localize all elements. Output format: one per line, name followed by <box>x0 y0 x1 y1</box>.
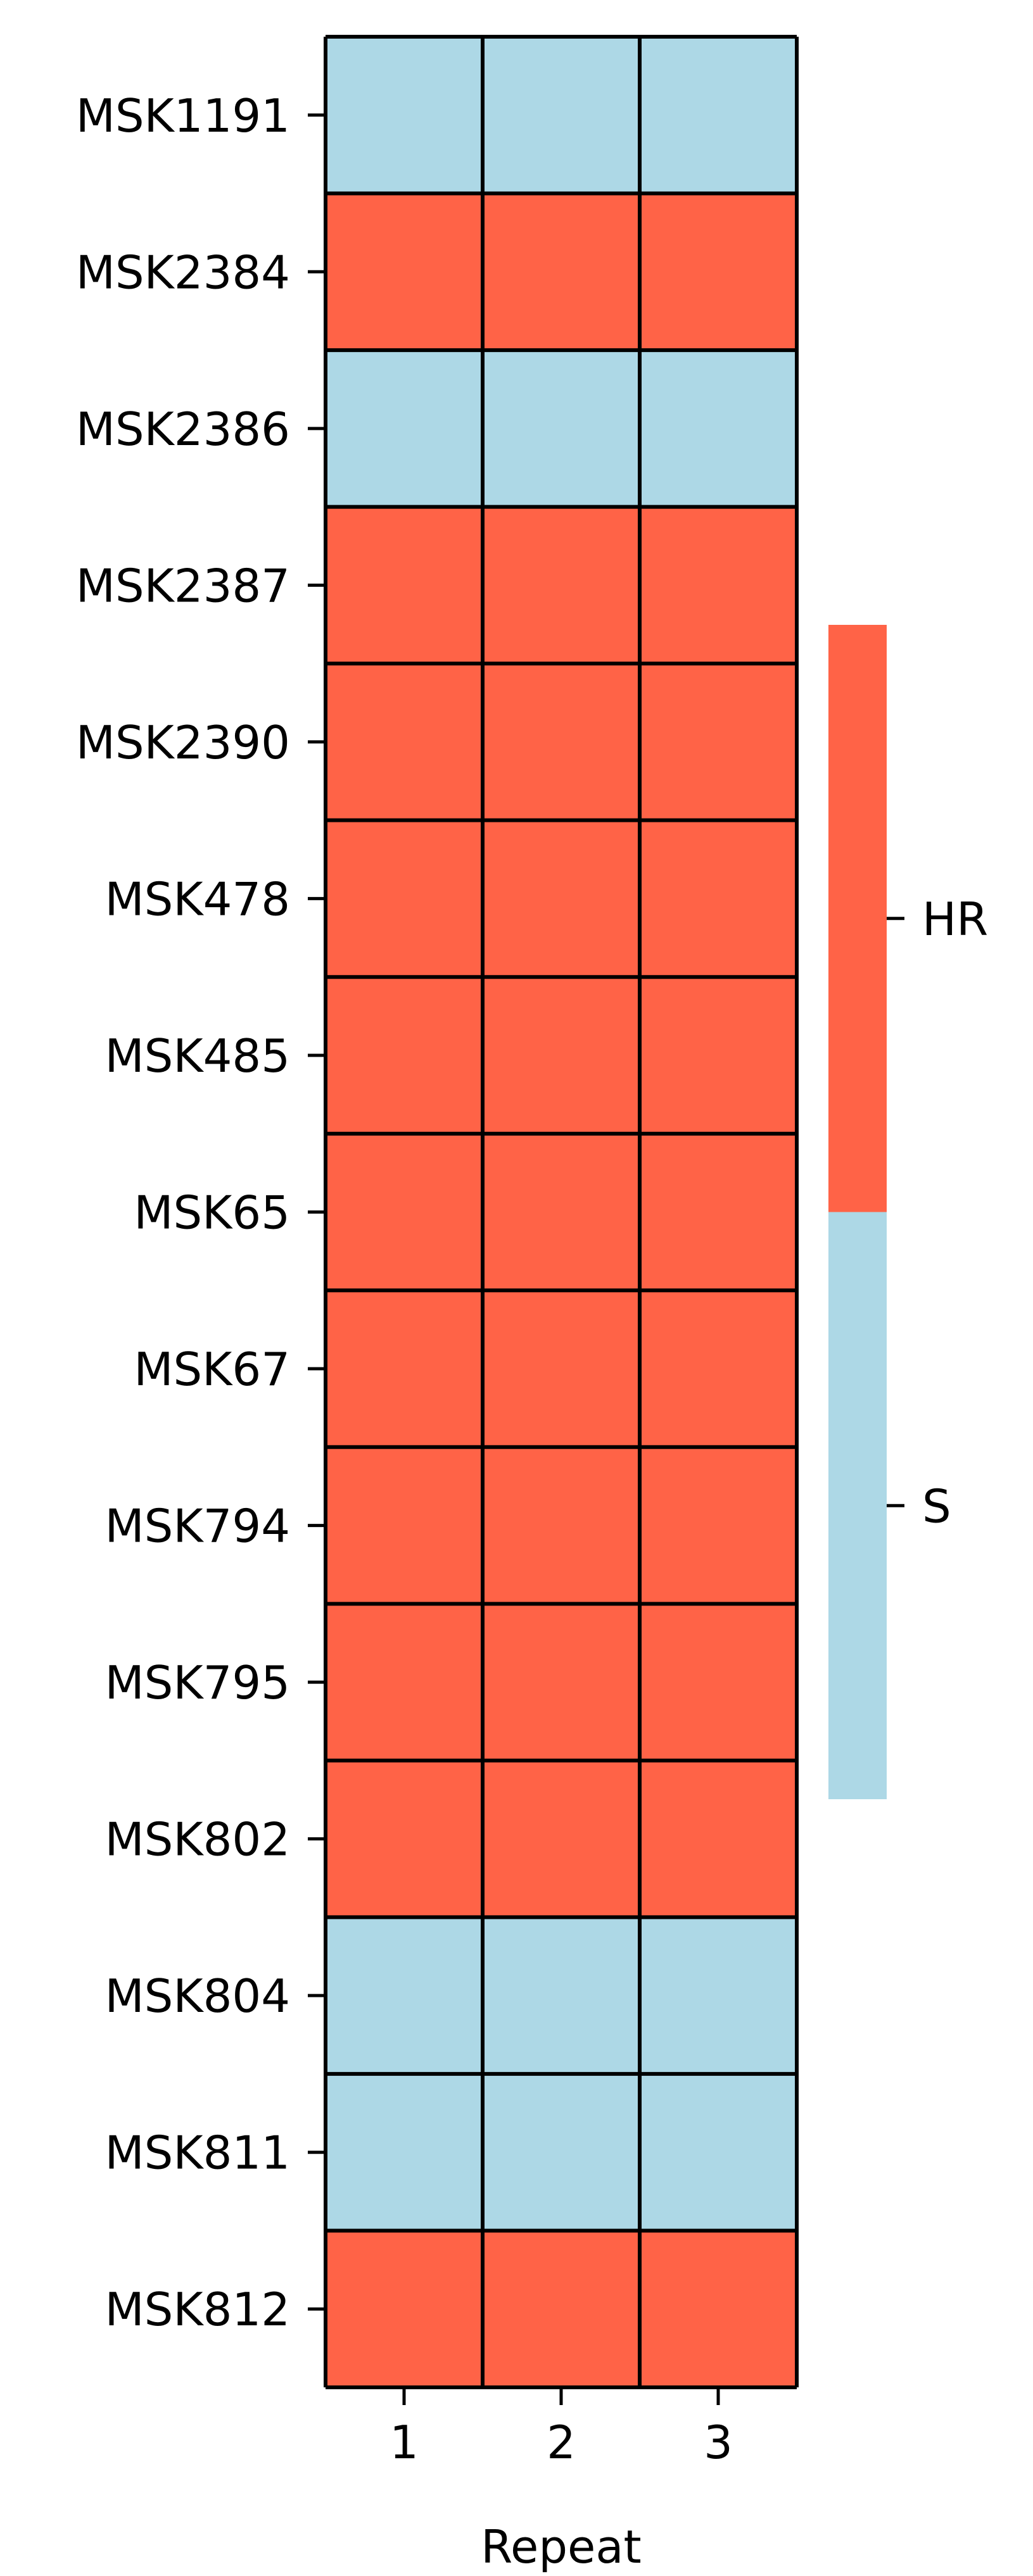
colorbar-label-s: S <box>922 1480 951 1533</box>
cell-msk65-1 <box>326 1133 483 1291</box>
cell-msk485-2 <box>483 977 640 1134</box>
x-axis-label: Repeat <box>481 2520 641 2573</box>
cell-msk811-1 <box>326 2073 483 2231</box>
cell-msk2386-3 <box>640 350 797 507</box>
cell-msk2390-3 <box>640 663 797 820</box>
y-tick-label-msk2387: MSK2387 <box>76 559 290 612</box>
cell-msk811-2 <box>483 2073 640 2231</box>
cell-msk2387-2 <box>483 506 640 664</box>
y-tick-label-msk1191: MSK1191 <box>76 89 290 142</box>
y-tick-label-msk478: MSK478 <box>105 872 290 926</box>
cell-msk1191-1 <box>326 37 483 194</box>
y-tick-label-msk812: MSK812 <box>105 2283 290 2336</box>
heatmap-cells <box>326 37 797 2387</box>
x-tick-label-3: 3 <box>704 2416 733 2469</box>
cell-msk67-2 <box>483 1290 640 1447</box>
y-tick-label-msk794: MSK794 <box>105 1500 290 1553</box>
y-tick-label-msk67: MSK67 <box>134 1343 290 1396</box>
cell-msk795-2 <box>483 1604 640 1761</box>
y-axis: MSK1191 MSK2384 MSK2386 MSK2387 MSK2390 MSK47… <box>76 89 326 2336</box>
y-tick-label-msk65: MSK65 <box>134 1186 290 1240</box>
colorbar-segment-hr <box>828 625 887 1212</box>
cell-msk2384-3 <box>640 193 797 351</box>
x-axis: 1 2 3 <box>390 2387 733 2469</box>
cell-msk812-3 <box>640 2230 797 2387</box>
cell-msk804-1 <box>326 1917 483 2074</box>
x-tick-label-1: 1 <box>390 2416 419 2469</box>
x-tick-label-2: 2 <box>547 2416 576 2469</box>
cell-msk795-3 <box>640 1604 797 1761</box>
cell-msk802-3 <box>640 1760 797 1918</box>
cell-msk795-1 <box>326 1604 483 1761</box>
cell-msk1191-3 <box>640 37 797 194</box>
cell-msk2387-3 <box>640 506 797 664</box>
cell-msk65-3 <box>640 1133 797 1291</box>
y-tick-label-msk485: MSK485 <box>105 1029 290 1083</box>
cell-msk485-3 <box>640 977 797 1134</box>
cell-msk811-3 <box>640 2073 797 2231</box>
cell-msk1191-2 <box>483 37 640 194</box>
y-tick-label-msk802: MSK802 <box>105 1813 290 1866</box>
cell-msk794-2 <box>483 1447 640 1604</box>
heatmap-grid <box>324 35 799 2389</box>
y-tick-label-msk811: MSK811 <box>105 2127 290 2180</box>
cell-msk478-2 <box>483 820 640 977</box>
cell-msk804-3 <box>640 1917 797 2074</box>
cell-msk478-3 <box>640 820 797 977</box>
cell-msk2384-2 <box>483 193 640 351</box>
cell-msk2386-1 <box>326 350 483 507</box>
y-tick-label-msk804: MSK804 <box>105 1970 290 2023</box>
y-tick-label-msk795: MSK795 <box>105 1656 290 1709</box>
cell-msk794-3 <box>640 1447 797 1604</box>
cell-msk802-2 <box>483 1760 640 1918</box>
cell-msk812-1 <box>326 2230 483 2387</box>
cell-msk2390-2 <box>483 663 640 820</box>
cell-msk812-2 <box>483 2230 640 2387</box>
cell-msk804-2 <box>483 1917 640 2074</box>
cell-msk2390-1 <box>326 663 483 820</box>
colorbar: HR S <box>828 625 988 1799</box>
y-tick-label-msk2390: MSK2390 <box>76 716 290 769</box>
colorbar-label-hr: HR <box>922 893 988 946</box>
cell-msk67-3 <box>640 1290 797 1447</box>
cell-msk794-1 <box>326 1447 483 1604</box>
cell-msk802-1 <box>326 1760 483 1918</box>
cell-msk65-2 <box>483 1133 640 1291</box>
cell-msk485-1 <box>326 977 483 1134</box>
y-tick-label-msk2386: MSK2386 <box>76 403 290 456</box>
cell-msk2384-1 <box>326 193 483 351</box>
cell-msk67-1 <box>326 1290 483 1447</box>
y-tick-label-msk2384: MSK2384 <box>76 246 290 299</box>
colorbar-segment-s <box>828 1212 887 1799</box>
cell-msk2387-1 <box>326 506 483 664</box>
cell-msk478-1 <box>326 820 483 977</box>
cell-msk2386-2 <box>483 350 640 507</box>
